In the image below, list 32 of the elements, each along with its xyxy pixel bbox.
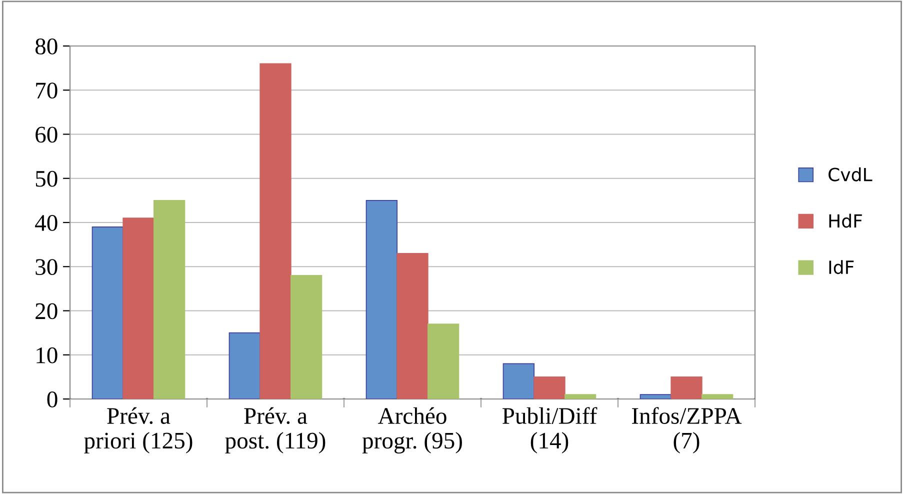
y-tick-label: 80	[35, 38, 58, 54]
legend-label: IdF	[829, 260, 854, 274]
bar	[228, 332, 261, 399]
bar	[92, 226, 124, 399]
y-tick-label: 0	[47, 391, 58, 408]
bar	[427, 324, 460, 399]
y-tick-label: 20	[36, 303, 58, 320]
y-tick-label: 30	[36, 259, 58, 276]
bar	[290, 275, 322, 399]
x-tick-label: Infos/ZPPA (7)	[632, 407, 742, 454]
bar	[564, 394, 596, 399]
bar	[670, 376, 702, 399]
bar	[153, 200, 186, 399]
legend-label: CvdL	[828, 167, 872, 182]
bar	[701, 394, 734, 399]
legend-label: HdF	[829, 214, 862, 228]
y-tick-label: 40	[35, 214, 58, 231]
y-tick-label: 70	[36, 82, 58, 99]
bar	[396, 252, 428, 399]
x-tick-label: Prév. a post. (119)	[225, 407, 326, 454]
y-tick-label: 60	[36, 126, 58, 143]
bar	[502, 363, 535, 399]
bar	[366, 200, 398, 399]
bar	[640, 394, 672, 399]
y-tick-label: 50	[36, 170, 58, 187]
bar	[260, 63, 292, 399]
bar	[122, 218, 154, 399]
x-tick-label: Prév. a priori (125)	[84, 407, 192, 454]
y-tick-label: 10	[36, 347, 58, 364]
bar	[534, 376, 566, 399]
x-tick-label: Publi/Diff (14)	[502, 407, 598, 454]
x-tick-label: Archéo progr. (95)	[362, 407, 462, 454]
